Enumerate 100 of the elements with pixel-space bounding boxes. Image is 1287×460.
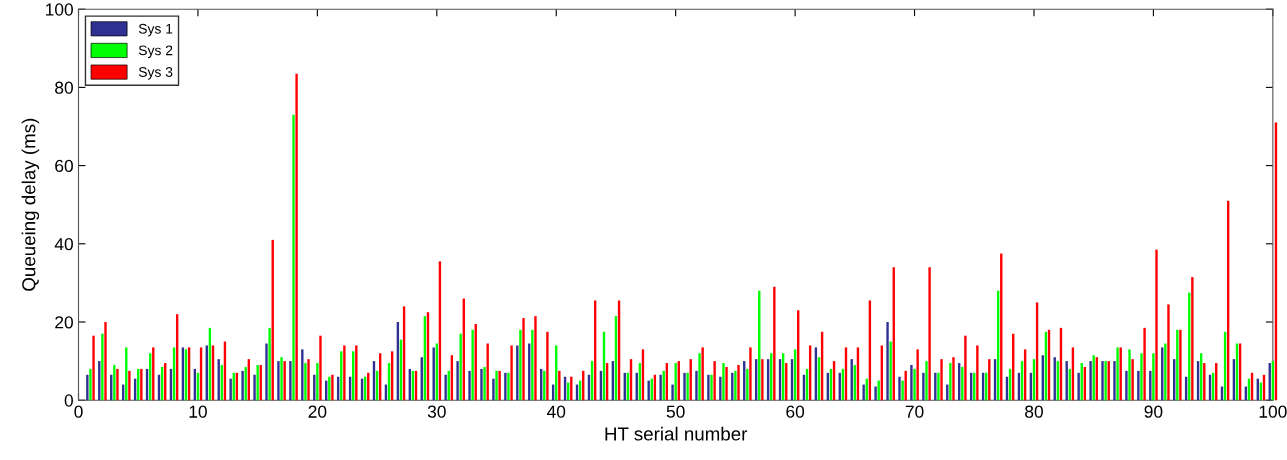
bar <box>898 376 901 401</box>
bar <box>486 343 489 401</box>
bar <box>952 357 955 401</box>
bar <box>737 365 740 401</box>
bar <box>531 329 534 401</box>
bar <box>874 386 877 401</box>
bar <box>86 374 89 401</box>
bar <box>889 341 892 401</box>
bar <box>916 349 919 401</box>
bar <box>773 286 776 401</box>
y-axis-title: Queueing delay (ms) <box>21 118 40 291</box>
bar <box>928 267 931 401</box>
bar <box>292 114 295 401</box>
bar <box>104 322 107 401</box>
bar <box>92 335 95 401</box>
bar <box>1140 353 1143 401</box>
bar <box>749 347 752 401</box>
bar <box>355 345 358 401</box>
bar <box>698 353 701 401</box>
bar <box>1125 370 1128 401</box>
x-tick-label: 60 <box>786 405 805 418</box>
bar <box>1191 277 1194 401</box>
bar <box>301 349 304 401</box>
bar <box>343 345 346 401</box>
legend-label: Sys 2 <box>138 45 173 59</box>
bar <box>949 363 952 401</box>
bar <box>101 333 104 401</box>
bar <box>671 384 674 401</box>
bar <box>659 374 662 401</box>
y-tick-label: 40 <box>54 237 73 251</box>
bar <box>886 322 889 401</box>
bar <box>1089 361 1092 401</box>
x-tick-label: 40 <box>546 405 566 418</box>
bar <box>307 359 310 401</box>
x-tick-label: 0 <box>74 405 83 418</box>
x-tick-label: 20 <box>308 405 327 418</box>
bar <box>534 316 537 401</box>
bar <box>295 73 298 401</box>
bar <box>522 318 525 401</box>
y-tick-label: 60 <box>55 159 73 173</box>
x-tick-label: 50 <box>666 405 685 418</box>
legend-label: Sys 1 <box>138 23 173 37</box>
bar <box>1077 372 1080 401</box>
bar <box>268 327 271 401</box>
x-tick-label: 80 <box>1025 405 1043 418</box>
y-tick-label: 100 <box>46 3 73 16</box>
bar <box>761 359 764 401</box>
bar <box>546 331 549 401</box>
bar <box>922 372 925 401</box>
bar <box>519 329 522 401</box>
bar <box>468 370 471 401</box>
bar <box>265 343 268 401</box>
bar <box>241 370 244 401</box>
bar <box>283 361 286 401</box>
bar <box>746 368 749 401</box>
bar <box>1113 361 1116 401</box>
bar <box>1128 349 1131 401</box>
bar <box>976 345 979 401</box>
bar <box>280 357 283 401</box>
bar <box>988 359 991 401</box>
bar <box>319 335 322 401</box>
bar <box>277 361 280 401</box>
bar <box>695 370 698 401</box>
bar <box>940 359 943 401</box>
bar <box>456 361 459 401</box>
x-tick-label: 70 <box>905 405 924 418</box>
bar <box>492 378 495 401</box>
bar <box>1131 359 1134 401</box>
x-tick-label: 100 <box>1259 405 1287 418</box>
bar <box>901 380 904 401</box>
bar <box>289 361 292 401</box>
bar <box>316 363 319 401</box>
bar <box>1137 370 1140 401</box>
y-tick-label: 0 <box>64 394 73 407</box>
x-tick-label: 10 <box>189 405 207 418</box>
bar <box>516 345 519 401</box>
x-tick-label: 30 <box>427 405 446 418</box>
x-tick-label: 90 <box>1144 405 1163 418</box>
bar <box>304 363 307 401</box>
bar <box>1164 343 1167 401</box>
bar <box>925 361 928 401</box>
bar <box>510 345 513 401</box>
bar <box>1152 353 1155 401</box>
bar <box>713 361 716 401</box>
bar <box>1167 304 1170 401</box>
bar <box>558 370 561 401</box>
bar <box>719 376 722 401</box>
x-axis-title: HT serial number <box>605 426 748 441</box>
bar <box>444 374 447 401</box>
y-tick-label: 80 <box>55 81 73 94</box>
legend-label: Sys 3 <box>138 67 173 80</box>
bar <box>229 378 232 401</box>
bar <box>253 374 256 401</box>
bar <box>964 335 967 401</box>
bar <box>701 347 704 401</box>
bar <box>1155 249 1158 401</box>
bar <box>128 370 131 401</box>
bar <box>1143 327 1146 401</box>
bar <box>89 368 92 401</box>
bar <box>862 384 865 401</box>
